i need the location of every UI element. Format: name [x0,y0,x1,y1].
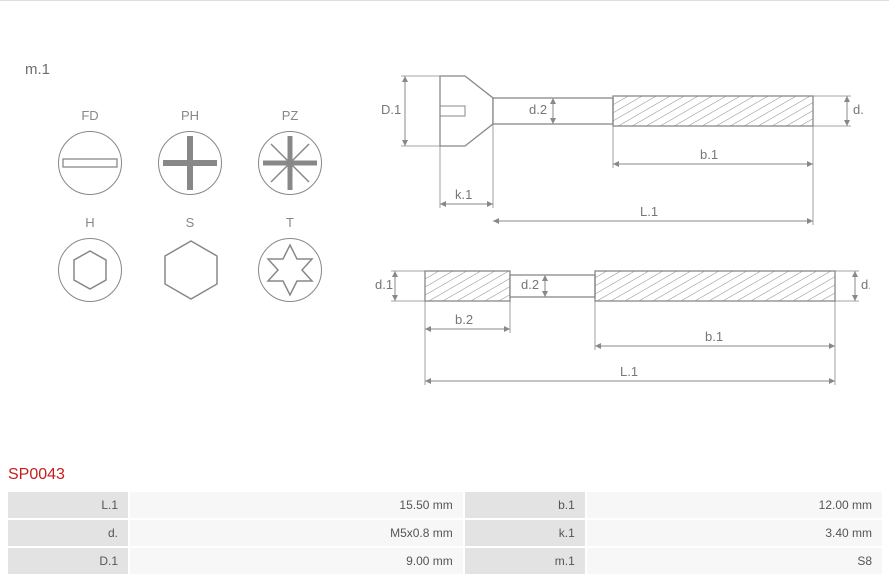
dim-d-top: d. [853,102,864,117]
spec-key: k.1 [465,520,585,546]
dim-d2-top: d.2 [529,102,547,117]
dim-b2: b.2 [455,312,473,327]
drive-t: T [240,215,340,302]
dim-d-bottom: d. [861,277,870,292]
part-id: SP0043 [8,466,889,484]
spec-key: L.1 [8,492,128,518]
phillips-icon [158,131,222,195]
drive-s: S [140,215,240,302]
hex-icon [159,238,221,300]
top-screw: D.1 d.2 d. b.1 k.1 [381,76,864,225]
spec-key: m.1 [465,548,585,574]
drive-row-2: H S T [40,215,340,302]
spec-val: 9.00 mm [130,548,463,574]
table-row: D.1 9.00 mm m.1 S8 [8,548,882,574]
bottom-screw: d.1 d.2 d. b.2 b.1 [375,271,870,385]
dim-d2-bottom: d.2 [521,277,539,292]
drive-t-label: T [240,215,340,230]
drive-type-grid: FD PH PZ [40,108,340,322]
drive-pz: PZ [240,108,340,195]
spec-key: d. [8,520,128,546]
torx-icon [258,238,322,302]
drive-ph-label: PH [140,108,240,123]
spec-val: S8 [587,548,882,574]
screw-svg: D.1 d.2 d. b.1 k.1 [375,56,870,416]
pozi-icon [258,131,322,195]
dim-k1: k.1 [455,187,472,202]
drive-h-label: H [40,215,140,230]
spec-key: b.1 [465,492,585,518]
dim-L1-bottom: L.1 [620,364,638,379]
drive-fd: FD [40,108,140,195]
spec-table: L.1 15.50 mm b.1 12.00 mm d. M5x0.8 mm k… [6,490,884,576]
drive-ph: PH [140,108,240,195]
screw-drawings: D.1 d.2 d. b.1 k.1 [375,56,870,421]
spec-val: 3.40 mm [587,520,882,546]
section-label: m.1 [25,61,50,78]
dim-b1-bottom: b.1 [705,329,723,344]
dim-d1: d.1 [375,277,393,292]
drive-pz-label: PZ [240,108,340,123]
hex-socket-icon [58,238,122,302]
drive-row-1: FD PH PZ [40,108,340,195]
spec-val: M5x0.8 mm [130,520,463,546]
dim-b1-top: b.1 [700,147,718,162]
spec-key: D.1 [8,548,128,574]
diagram-area: m.1 FD PH PZ [0,0,889,441]
drive-h: H [40,215,140,302]
table-row: L.1 15.50 mm b.1 12.00 mm [8,492,882,518]
dim-L1-top: L.1 [640,204,658,219]
dim-D1: D.1 [381,102,401,117]
table-row: d. M5x0.8 mm k.1 3.40 mm [8,520,882,546]
drive-s-label: S [140,215,240,230]
slot-icon [58,131,122,195]
drive-fd-label: FD [40,108,140,123]
spec-val: 15.50 mm [130,492,463,518]
spec-val: 12.00 mm [587,492,882,518]
